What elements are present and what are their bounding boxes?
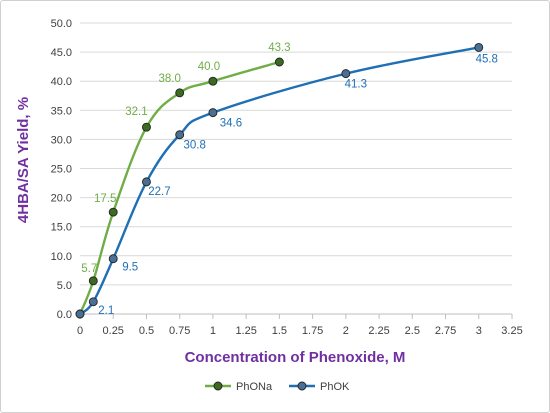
data-label-phok: 30.8 xyxy=(183,140,205,152)
data-point-phok xyxy=(142,177,151,187)
x-tick-label: 1.5 xyxy=(272,325,287,337)
y-axis-ticks: 0.0 5.0 10.0 15.0 20.0 25.0 30.0 35.0 40.0 45.0 50… xyxy=(51,18,72,321)
data-label-phok: 41.3 xyxy=(345,79,367,91)
data-point-phona xyxy=(208,76,218,86)
series-line-phok xyxy=(79,46,480,315)
data-label-phona: 17.5 xyxy=(94,193,116,205)
y-tick-label: 35.0 xyxy=(51,105,72,117)
data-point-phok xyxy=(88,297,98,307)
y-tick-label: 40.0 xyxy=(51,76,72,88)
data-point-phok xyxy=(208,108,218,118)
series-markers xyxy=(75,42,484,319)
x-tick-label: 2.5 xyxy=(405,325,420,337)
data-label-phona: 38.0 xyxy=(158,73,180,85)
y-tick-label: 45.0 xyxy=(51,47,72,59)
data-label-phok: 2.1 xyxy=(98,305,114,317)
legend-label-phok: PhOK xyxy=(320,381,350,393)
data-point-phona xyxy=(142,122,151,132)
data-label-phok: 34.6 xyxy=(220,118,242,130)
data-label-phok: 22.7 xyxy=(148,186,170,198)
x-tick-label: 0 xyxy=(77,325,83,337)
y-tick-label: 25.0 xyxy=(51,164,72,176)
data-point-phona xyxy=(175,88,185,98)
y-tick-label: 20.0 xyxy=(51,193,72,205)
x-axis-title: Concentration of Phenoxide, M xyxy=(185,349,406,366)
x-tick-label: 0.75 xyxy=(169,325,190,337)
y-tick-label: 5.0 xyxy=(57,280,72,292)
data-point-phok xyxy=(474,42,484,52)
x-tick-label: 1.25 xyxy=(235,325,256,337)
x-tick-label: 2.75 xyxy=(435,325,456,337)
y-tick-label: 30.0 xyxy=(51,134,72,146)
legend-marker-phona xyxy=(213,381,223,391)
x-tick-label: 3 xyxy=(476,325,482,337)
y-axis-title: 4HBA/SA Yield, % xyxy=(15,97,32,223)
x-tick-label: 3.25 xyxy=(501,325,522,337)
x-axis-ticks: 0 0.25 0.5 0.75 1 1.25 1.5 1.75 2 2.25 2.5 2.75 3 3.2… xyxy=(77,314,523,337)
data-point-phona xyxy=(88,276,98,286)
data-point-phok xyxy=(341,69,351,79)
legend-label-phona: PhONa xyxy=(236,381,273,393)
data-point-phok xyxy=(108,254,118,264)
x-tick-label: 2.25 xyxy=(368,325,389,337)
data-label-phona: 32.1 xyxy=(125,106,147,118)
y-tick-label: 10.0 xyxy=(51,251,72,263)
x-tick-label: 1 xyxy=(210,325,216,337)
data-label-phona: 43.3 xyxy=(268,42,290,54)
x-tick-label: 0.25 xyxy=(103,325,124,337)
y-tick-label: 15.0 xyxy=(51,222,72,234)
y-tick-label: 0.0 xyxy=(57,309,72,321)
data-labels: 5.7 17.5 32.1 38.0 40.0 43.3 2.1 9.5 22.7 30.8 34.… xyxy=(81,42,498,317)
data-label-phona: 40.0 xyxy=(198,61,220,73)
x-tick-label: 1.75 xyxy=(302,325,323,337)
y-tick-label: 50.0 xyxy=(51,18,72,30)
series-lines xyxy=(78,46,480,315)
gridlines xyxy=(80,22,512,286)
x-tick-label: 0.5 xyxy=(139,325,154,337)
data-label-phok: 45.8 xyxy=(476,53,498,65)
data-label-phona: 5.7 xyxy=(81,263,97,275)
data-point-phona xyxy=(274,57,284,67)
legend-marker-phok xyxy=(297,381,307,391)
data-point-phona xyxy=(108,207,118,217)
data-label-phok: 9.5 xyxy=(122,262,138,274)
legend: PhONa PhOK xyxy=(205,381,350,393)
data-point-phok xyxy=(75,309,85,319)
data-point-phok xyxy=(175,130,185,140)
x-tick-label: 2 xyxy=(343,325,349,337)
